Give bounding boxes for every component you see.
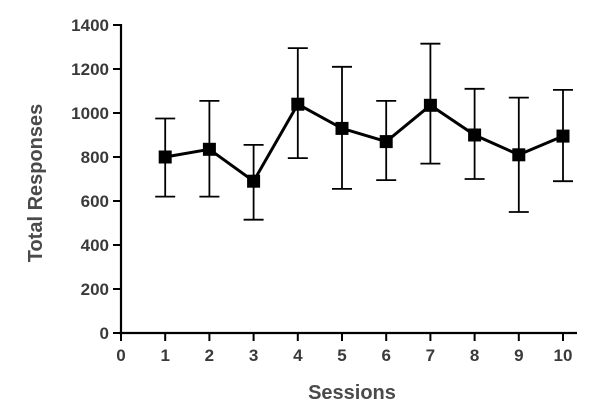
- data-point: [468, 128, 482, 142]
- x-tick-label: 3: [249, 346, 258, 365]
- x-tick-label: 2: [205, 346, 214, 365]
- y-axis: 0 200 400 600 800 1000 1200 1400: [71, 16, 123, 343]
- x-tick-label: 7: [426, 346, 435, 365]
- x-tick-label: 8: [470, 346, 479, 365]
- x-tick-label: 0: [116, 346, 125, 365]
- y-tick-label: 800: [81, 148, 109, 167]
- x-axis: 0 1 2 3 4 5 6 7 8 9 10: [116, 331, 577, 365]
- y-tick-label: 200: [81, 280, 109, 299]
- y-tick-label: 400: [81, 236, 109, 255]
- data-point: [158, 150, 172, 164]
- data-point: [556, 129, 570, 143]
- data-point: [379, 135, 393, 149]
- x-axis-label: Sessions: [308, 382, 396, 404]
- data-point: [202, 142, 216, 156]
- data-point: [291, 97, 305, 111]
- y-tick-label: 600: [81, 192, 109, 211]
- y-tick-label: 1400: [71, 16, 109, 35]
- data-point: [423, 98, 437, 112]
- data-point: [247, 174, 261, 188]
- y-tick-label: 1200: [71, 60, 109, 79]
- y-tick-label: 1000: [71, 104, 109, 123]
- plot-area: [155, 42, 573, 221]
- x-tick-label: 6: [381, 346, 390, 365]
- y-tick-label: 0: [100, 324, 109, 343]
- x-tick-label: 9: [514, 346, 523, 365]
- y-axis-label: Total Responses: [25, 104, 47, 263]
- x-tick-label: 4: [293, 346, 303, 365]
- data-point: [335, 121, 349, 135]
- x-tick-label: 10: [554, 346, 573, 365]
- x-tick-label: 1: [160, 346, 169, 365]
- series-line: [164, 102, 564, 184]
- data-point: [512, 148, 526, 162]
- x-tick-label: 5: [337, 346, 346, 365]
